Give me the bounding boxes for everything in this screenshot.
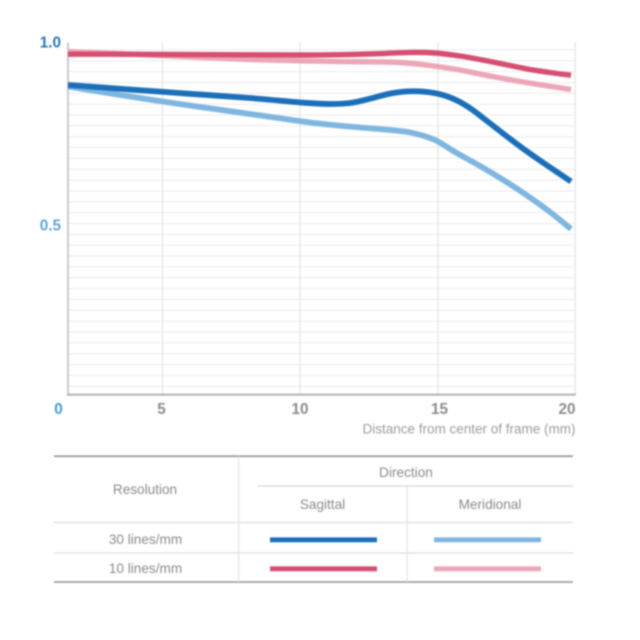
- svg-text:0.5: 0.5: [40, 218, 62, 235]
- svg-text:15: 15: [431, 401, 449, 418]
- svg-text:5: 5: [157, 401, 166, 418]
- svg-text:10 lines/mm: 10 lines/mm: [109, 561, 182, 576]
- svg-text:Sagittal: Sagittal: [300, 497, 345, 512]
- svg-text:Direction: Direction: [379, 465, 433, 480]
- svg-text:Distance from center of frame: Distance from center of frame (mm): [362, 422, 575, 437]
- svg-text:Resolution: Resolution: [113, 482, 177, 497]
- svg-text:1.0: 1.0: [40, 35, 61, 52]
- svg-text:10: 10: [291, 401, 308, 418]
- svg-text:Meridional: Meridional: [459, 497, 522, 512]
- svg-text:0: 0: [54, 401, 63, 418]
- svg-text:20: 20: [558, 401, 575, 418]
- svg-text:30 lines/mm: 30 lines/mm: [109, 532, 182, 547]
